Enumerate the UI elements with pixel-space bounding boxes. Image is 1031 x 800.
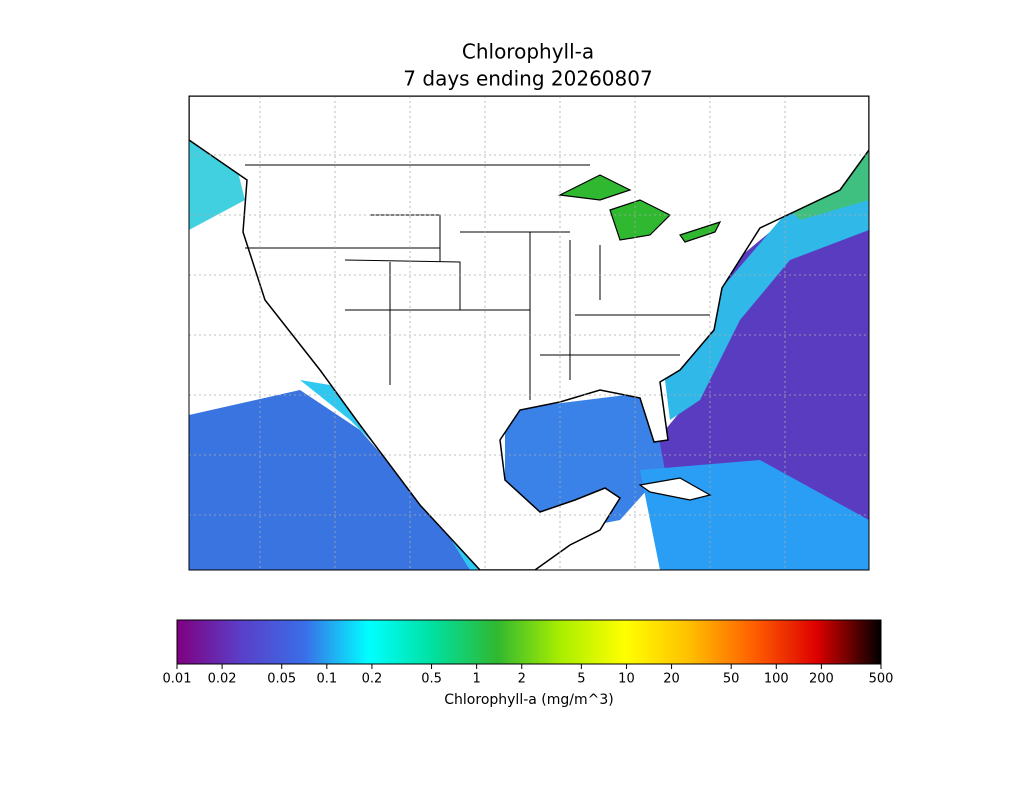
atlantic-water — [640, 150, 869, 570]
title: Chlorophyll-a — [462, 40, 594, 64]
gulf-water — [505, 392, 665, 535]
colorbar-tick-label: 20 — [663, 672, 680, 687]
land — [189, 96, 869, 570]
colorbar — [176, 619, 882, 665]
cuba — [638, 477, 712, 501]
colorbar-tick-label: 5 — [577, 672, 585, 687]
colorbar-tick-label: 1 — [472, 672, 480, 687]
colorbar-tick-label: 50 — [723, 672, 740, 687]
colorbar-tick-label: 0.5 — [421, 672, 442, 687]
subtitle: 7 days ending 20260807 — [403, 67, 652, 91]
colorbar-tick-label: 10 — [618, 672, 635, 687]
colorbar-tick-label: 0.2 — [362, 672, 383, 687]
pacific-water — [189, 390, 480, 570]
colorbar-tick-label: 0.1 — [316, 672, 337, 687]
graticule — [189, 96, 869, 570]
colorbar-tick-label: 0.05 — [267, 672, 296, 687]
colorbar-tick-label: 100 — [764, 672, 789, 687]
colorbar-tick-label: 0.02 — [208, 672, 237, 687]
colorbar-tick-label: 500 — [869, 672, 894, 687]
atlantic-coastal-water — [665, 150, 869, 420]
colorbar-label: Chlorophyll-a (mg/m^3) — [444, 692, 613, 708]
map-frame — [188, 95, 870, 571]
colorbar-tick-label: 0.01 — [163, 672, 192, 687]
colorbar-tick-label: 200 — [809, 672, 834, 687]
colorbar-tick-label: 2 — [518, 672, 526, 687]
map-body — [189, 96, 869, 570]
